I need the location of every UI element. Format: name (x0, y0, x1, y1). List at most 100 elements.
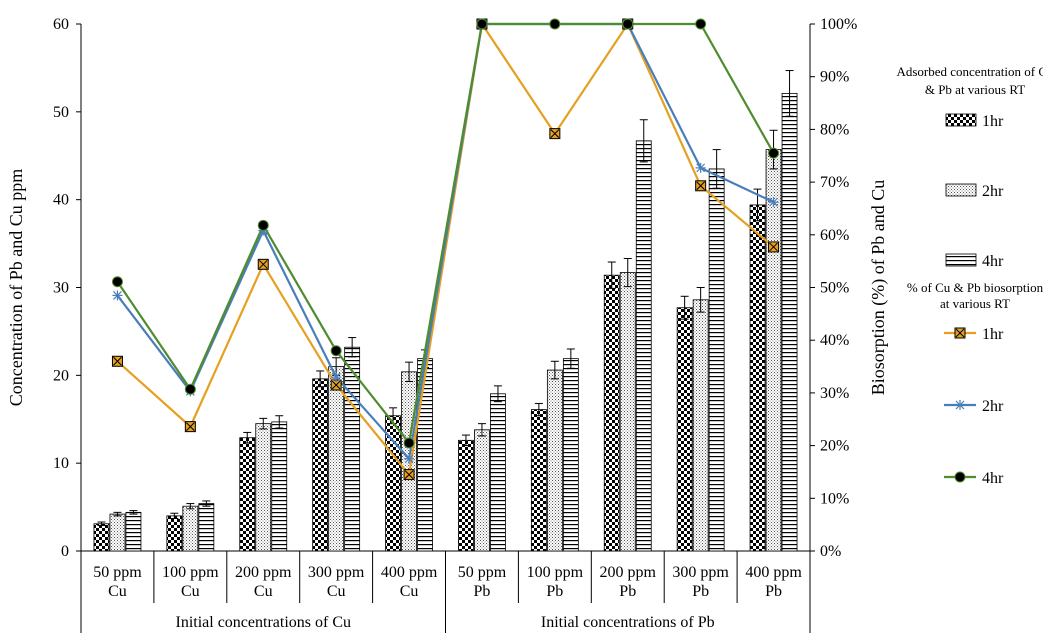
right-tick-label: 50% (820, 280, 849, 297)
right-tick-label: 40% (820, 332, 849, 349)
line-point-1hr-8 (695, 180, 707, 192)
category-label-line1: 200 ppm (600, 564, 657, 581)
category-label-line2: Pb (765, 583, 782, 600)
right-tick-label: 20% (820, 438, 849, 455)
bar-4hr-8 (708, 168, 725, 552)
bar-4hr-6 (562, 358, 579, 552)
category-label-line2: Pb (619, 583, 636, 600)
legend-line-label-2hr: 2hr (982, 398, 1004, 415)
line-series-1hr (116, 21, 775, 478)
legend-marker-4hr (954, 471, 966, 483)
bar-legend-title-line2: & Pb at various RT (925, 82, 1025, 97)
right-tick-label: 60% (820, 227, 849, 244)
group-label: Initial concentrations of Cu (175, 614, 351, 631)
left-tick-label: 30 (53, 280, 69, 297)
category-label-line1: 200 ppm (235, 564, 292, 581)
line-series-2hr (116, 22, 775, 462)
line-point-1hr-6 (549, 128, 561, 140)
legend-marker-1hr (954, 327, 966, 339)
legend-line-label-4hr: 4hr (982, 470, 1004, 487)
category-label-line1: 400 ppm (381, 564, 438, 581)
right-tick-label: 80% (820, 121, 849, 138)
bar-4hr-9 (781, 92, 798, 552)
category-label-line2: Cu (181, 583, 200, 600)
line-series-4hr (116, 22, 775, 446)
line-point-2hr-3 (331, 372, 342, 383)
bar-1hr-2 (239, 437, 256, 552)
bar-2hr-7 (619, 272, 636, 552)
bar-1hr-0 (93, 523, 110, 552)
bar-4hr-2 (271, 421, 288, 552)
category-label-line2: Pb (546, 583, 563, 600)
category-label-line1: 100 ppm (162, 564, 219, 581)
category-label-line2: Pb (473, 583, 490, 600)
bar-1hr-1 (166, 515, 183, 552)
bar-2hr-5 (474, 429, 490, 552)
bar-2hr-2 (255, 423, 272, 552)
left-tick-label: 20 (53, 367, 69, 384)
bar-4hr-7 (635, 140, 652, 552)
bar-1hr-5 (458, 439, 474, 552)
bar-2hr-0 (109, 513, 126, 552)
left-tick-label: 40 (53, 192, 69, 209)
line-point-4hr-4 (403, 437, 415, 449)
line-point-4hr-2 (257, 219, 269, 231)
bar-4hr-1 (198, 503, 215, 552)
bar-legend-title: Adsorbed concentration of Cu (896, 64, 1043, 79)
line-point-1hr-2 (257, 258, 269, 270)
right-tick-label: 30% (820, 385, 849, 402)
bar-4hr-5 (490, 393, 506, 552)
line-point-4hr-1 (184, 383, 196, 395)
right-tick-label: 70% (820, 174, 849, 191)
line-point-2hr-9 (768, 197, 779, 208)
legend-label-1hr: 1hr (982, 113, 1004, 130)
bar-1hr-9 (749, 204, 766, 552)
category-label-line1: 300 ppm (672, 564, 729, 581)
line-point-2hr-4 (404, 453, 415, 464)
category-label-line2: Cu (400, 583, 419, 600)
legend-swatch-2hr (945, 183, 977, 197)
right-axis-title: Biosorption (%) of Pb and Cu (868, 180, 889, 396)
line-point-4hr-0 (111, 276, 123, 288)
line-point-1hr-0 (111, 355, 123, 367)
category-label-line2: Pb (692, 583, 709, 600)
right-tick-label: 90% (820, 69, 849, 86)
bar-2hr-8 (692, 299, 709, 552)
bar-1hr-8 (676, 307, 693, 552)
line-point-4hr-3 (330, 345, 342, 357)
left-tick-label: 50 (53, 104, 69, 121)
line-point-1hr-3 (330, 379, 342, 391)
group-label: Initial concentrations of Pb (541, 614, 715, 631)
category-label-line2: Cu (254, 583, 273, 600)
line-point-2hr-0 (112, 290, 123, 301)
legend-label-2hr: 2hr (982, 183, 1004, 200)
line-point-4hr-7 (622, 18, 634, 30)
bar-2hr-1 (182, 505, 199, 552)
line-point-4hr-5 (476, 18, 488, 30)
category-label-line1: 100 ppm (527, 564, 584, 581)
category-label-line1: 400 ppm (745, 564, 802, 581)
legend-label-4hr: 4hr (982, 253, 1004, 270)
line-point-4hr-6 (549, 18, 561, 30)
bar-2hr-3 (328, 366, 345, 552)
bar-2hr-6 (546, 369, 563, 552)
bar-1hr-6 (530, 409, 547, 552)
left-tick-label: 10 (53, 455, 69, 472)
legend-line-label-1hr: 1hr (982, 326, 1004, 343)
line-point-4hr-9 (768, 147, 780, 159)
line-point-2hr-8 (695, 162, 706, 173)
right-tick-label: 10% (820, 490, 849, 507)
bar-1hr-7 (603, 274, 620, 552)
line-point-1hr-1 (184, 421, 196, 433)
category-label-line2: Cu (108, 583, 127, 600)
left-axis-title: Concentration of Pb and Cu ppm (6, 169, 26, 406)
category-label-line1: 50 ppm (458, 564, 507, 581)
legend-swatch-1hr (945, 113, 977, 127)
legend-swatch-4hr (945, 253, 977, 267)
category-label-line2: Cu (327, 583, 346, 600)
right-tick-label: 0% (820, 543, 841, 560)
right-tick-label: 100% (820, 16, 857, 33)
category-label-line1: 300 ppm (308, 564, 365, 581)
line-point-4hr-8 (695, 18, 707, 30)
